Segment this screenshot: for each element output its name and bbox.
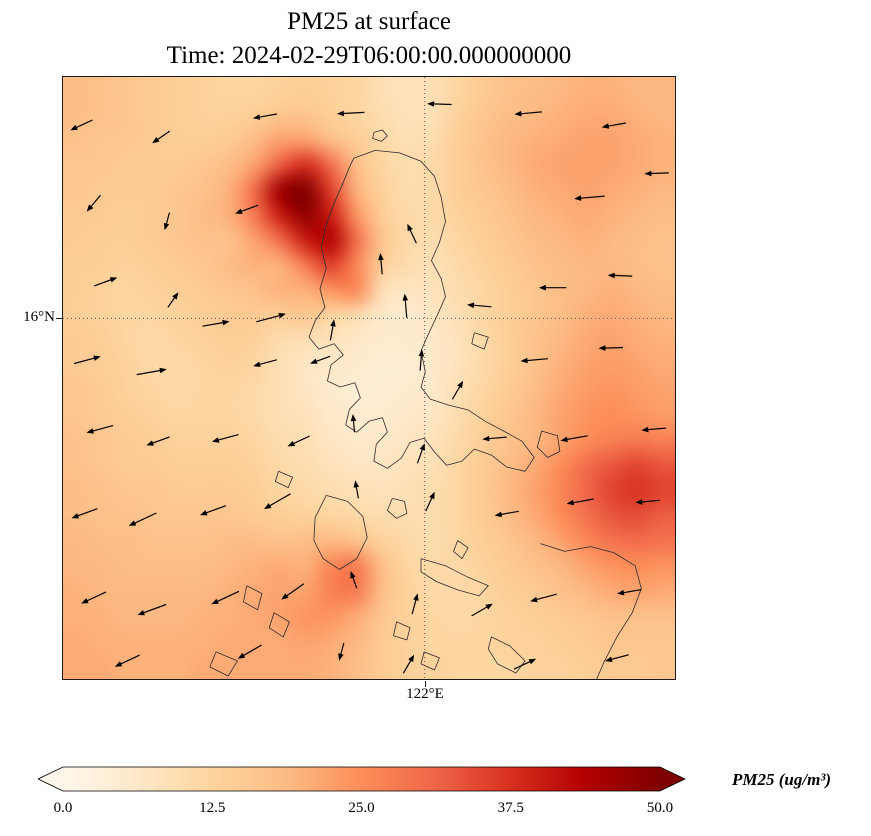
wind-arrow (329, 319, 336, 341)
wind-arrow (482, 435, 507, 442)
wind-arrow (114, 654, 140, 667)
wind-arrow (128, 512, 157, 526)
wind-arrow (253, 359, 277, 367)
coastline (487, 636, 526, 674)
chart-title: PM25 at surface (287, 8, 451, 35)
wind-arrow (81, 591, 107, 604)
coastline (420, 558, 489, 597)
coastline (268, 612, 290, 638)
wind-arrow (71, 508, 98, 519)
coastline (308, 150, 535, 472)
wind-arrow (338, 642, 345, 661)
wind-arrow (136, 367, 167, 376)
wind-arrow (617, 589, 642, 596)
map-panel (62, 76, 676, 680)
coastline (313, 495, 368, 570)
coastline (274, 470, 293, 489)
wind-arrow (471, 603, 493, 617)
wind-arrow (427, 101, 452, 107)
wind-arrow (378, 253, 384, 275)
wind-arrow (350, 414, 357, 433)
wind-arrow (607, 272, 633, 279)
wind-arrow (152, 130, 171, 144)
wind-arrow (418, 349, 425, 371)
wind-arrow (281, 583, 305, 600)
wind-arrow (514, 110, 542, 117)
coastline (420, 651, 440, 671)
chart-subtitle: Time: 2024-02-29T06:00:00.000000000 (166, 42, 572, 69)
lon-tick-label: 122°E (406, 686, 444, 702)
wind-arrow (350, 571, 358, 589)
colorbar-tick-label: 50.0 (646, 800, 674, 816)
wind-arrow (235, 204, 259, 214)
wind-arrow (263, 493, 291, 510)
wind-arrow (451, 380, 464, 400)
colorbar-tick-label: 12.5 (199, 800, 226, 816)
colorbar-gradient-bar (38, 766, 686, 792)
colorbar (38, 766, 686, 792)
wind-arrow (467, 302, 492, 309)
coastline (453, 540, 469, 560)
lat-tick-mark (56, 318, 62, 319)
wind-arrow (416, 443, 425, 464)
wind-arrow (167, 292, 179, 308)
lon-tick-mark (425, 681, 426, 687)
wind-arrow (402, 654, 415, 674)
map-overlay (63, 77, 675, 679)
coastline (372, 129, 388, 142)
colorbar-tick-label: 25.0 (348, 800, 375, 816)
wind-arrow (411, 593, 419, 615)
wind-arrow (336, 110, 365, 117)
coastline (540, 543, 642, 679)
wind-arrow (641, 426, 666, 433)
wind-arrow (137, 603, 167, 616)
wind-arrow (644, 170, 669, 177)
wind-arrow (425, 491, 435, 512)
wind-arrow (310, 355, 331, 364)
wind-arrow (538, 284, 567, 291)
colorbar-label: PM25 (ug/m³) (732, 770, 832, 789)
colorbar-tick-label: 37.5 (497, 800, 524, 816)
wind-arrow (74, 355, 101, 365)
coastline (209, 651, 238, 677)
wind-arrow (353, 480, 360, 499)
wind-arrow (86, 194, 101, 212)
wind-arrow (252, 113, 278, 120)
wind-arrow (598, 345, 624, 351)
wind-arrow (94, 277, 118, 287)
wind-arrow (530, 593, 557, 603)
coastline (536, 430, 561, 458)
wind-arrow (635, 499, 660, 505)
wind-arrow (605, 654, 629, 662)
wind-arrow (163, 212, 170, 231)
coastline (471, 332, 489, 350)
wind-arrow (513, 658, 537, 670)
wind-arrow (494, 510, 519, 518)
colorbar-tick-label: 0.0 (53, 800, 73, 816)
wind-arrow (237, 644, 262, 659)
wind-arrow (520, 357, 549, 364)
wind-arrow (402, 293, 409, 319)
wind-arrow (566, 498, 594, 506)
wind-arrow (70, 119, 93, 131)
lat-tick-label: 16°N (23, 309, 55, 325)
coastline (243, 585, 263, 611)
wind-arrow (574, 195, 605, 201)
wind-arrow (146, 436, 170, 446)
wind-arrow (601, 122, 627, 129)
wind-arrow (211, 590, 240, 605)
wind-arrow (86, 425, 114, 434)
wind-arrow (202, 319, 230, 327)
wind-arrow (200, 505, 227, 516)
coastline (386, 498, 408, 519)
pm25-heatmap (63, 77, 675, 679)
wind-arrow (211, 434, 239, 443)
wind-arrow (407, 223, 417, 244)
wind-arrow (287, 435, 310, 447)
coastline (393, 621, 411, 641)
wind-arrow (560, 435, 588, 443)
wind-arrow (256, 312, 286, 323)
